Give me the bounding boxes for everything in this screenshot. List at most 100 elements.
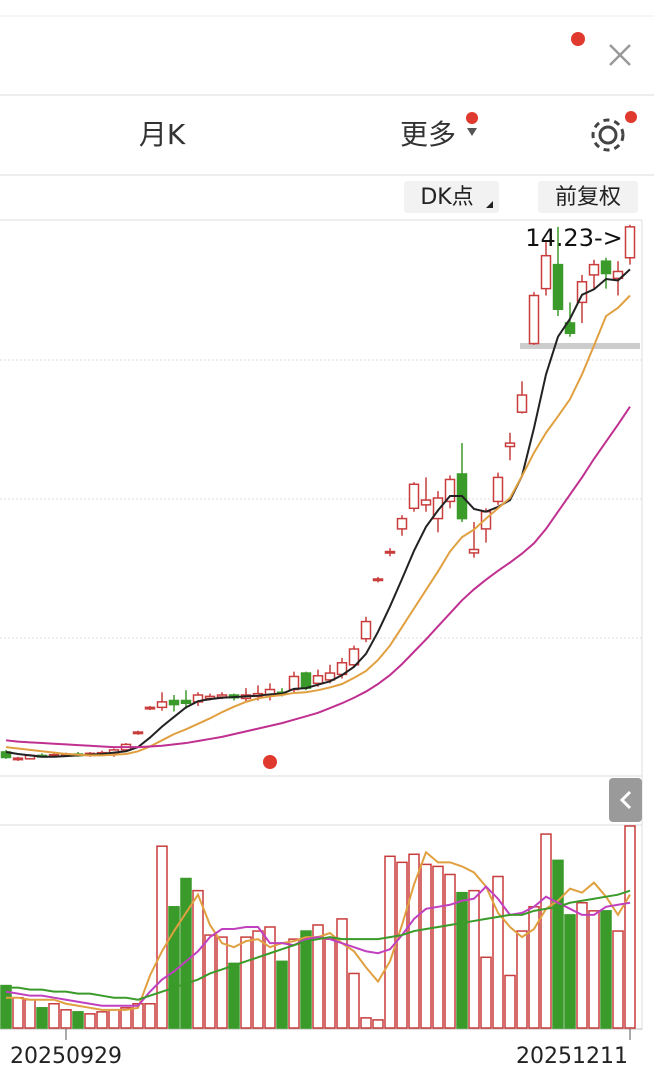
candle-body	[516, 394, 528, 413]
volume-bar	[0, 984, 12, 1029]
tab[interactable]: 月K	[139, 118, 186, 151]
volume-bar	[228, 962, 240, 1029]
volume-bar	[468, 889, 480, 1029]
badge-dot	[263, 755, 277, 769]
volume-bar	[192, 889, 204, 1029]
collapse-button[interactable]	[609, 778, 642, 822]
volume-bar	[36, 1007, 48, 1029]
ma-line	[5, 406, 631, 749]
candle-body	[588, 263, 600, 276]
volume-bar	[96, 1011, 108, 1029]
candle-body	[156, 701, 168, 709]
volume-bar	[432, 865, 444, 1029]
candle-body	[564, 322, 576, 335]
candle-body	[468, 548, 480, 554]
ma-line	[5, 885, 631, 1007]
candle-body	[432, 497, 444, 520]
volume-bar	[108, 1009, 120, 1029]
volume-bar	[492, 875, 504, 1029]
volume-bar	[180, 877, 192, 1029]
volume-bar	[420, 863, 432, 1029]
candle-body	[132, 731, 144, 735]
close-button[interactable]	[609, 44, 631, 66]
x-tick-label: 20251211	[516, 1044, 628, 1069]
volume-bar	[408, 853, 420, 1029]
candle-body	[552, 263, 564, 310]
settings-button[interactable]	[591, 118, 625, 152]
candle-body	[444, 478, 456, 503]
highlight-band	[520, 343, 640, 349]
candle-body	[396, 517, 408, 530]
volume-bar	[60, 1009, 72, 1029]
candle-body	[360, 620, 372, 640]
candle-body	[420, 499, 432, 506]
volume-bar	[216, 936, 228, 1029]
volume-bar	[288, 938, 300, 1029]
volume-bar	[504, 974, 516, 1029]
candle-body	[600, 260, 612, 275]
volume-bar	[204, 934, 216, 1029]
volume-bar	[396, 861, 408, 1029]
badge-dot	[571, 32, 585, 46]
dk-button[interactable]	[404, 181, 499, 213]
volume-bar	[72, 1011, 84, 1029]
volume-bar	[564, 914, 576, 1029]
candle-body	[288, 675, 300, 691]
volume-bar	[372, 1019, 384, 1029]
volume-bar	[624, 825, 636, 1029]
volume-bar	[120, 1007, 132, 1029]
candle-body	[180, 699, 192, 704]
volume-bar	[252, 930, 264, 1029]
volume-bar	[240, 936, 252, 1029]
volume-bar	[540, 833, 552, 1029]
collapse-icon	[619, 790, 632, 810]
candle-body	[168, 699, 180, 706]
candle-body	[324, 672, 336, 681]
volume-bar	[264, 926, 276, 1029]
badge-dot	[466, 112, 478, 124]
volume-bar	[612, 930, 624, 1029]
volume-bar	[132, 1003, 144, 1029]
candle-body	[384, 550, 396, 554]
volume-bar	[360, 1017, 372, 1029]
button-label: DK点	[420, 185, 473, 210]
dropdown-arrow	[467, 128, 477, 136]
volume-bar	[348, 972, 360, 1029]
volume-bar	[384, 855, 396, 1029]
volume-bar	[144, 1003, 156, 1029]
ma-line	[5, 294, 631, 757]
volume-bar	[516, 930, 528, 1029]
price-annotation: 14.23->	[525, 224, 622, 252]
volume-bar	[444, 873, 456, 1029]
volume-bar	[600, 910, 612, 1029]
volume-bar	[276, 960, 288, 1029]
candle-body	[492, 476, 504, 503]
candle-body	[300, 672, 312, 689]
tab[interactable]: 更多	[400, 118, 456, 151]
volume-bar	[336, 918, 348, 1029]
volume-bar	[300, 930, 312, 1029]
candle-body	[348, 648, 360, 666]
adjust-button[interactable]	[538, 181, 638, 213]
candle-body	[144, 706, 156, 710]
corner-arrow	[486, 201, 493, 208]
volume-bar	[588, 910, 600, 1029]
ma-line	[5, 268, 631, 758]
volume-bar	[576, 902, 588, 1029]
volume-bar	[84, 1013, 96, 1029]
candle-body	[504, 442, 516, 448]
volume-bar	[456, 891, 468, 1029]
volume-bar	[24, 998, 36, 1029]
candle-body	[528, 294, 540, 345]
candle-body	[540, 254, 552, 290]
volume-bar	[312, 924, 324, 1029]
volume-bar	[552, 859, 564, 1029]
badge-dot	[625, 111, 637, 123]
candle-body	[312, 675, 324, 685]
candle-body	[408, 483, 420, 510]
candle-body	[12, 757, 24, 761]
volume-bar	[324, 938, 336, 1029]
volume-bar	[48, 1003, 60, 1029]
